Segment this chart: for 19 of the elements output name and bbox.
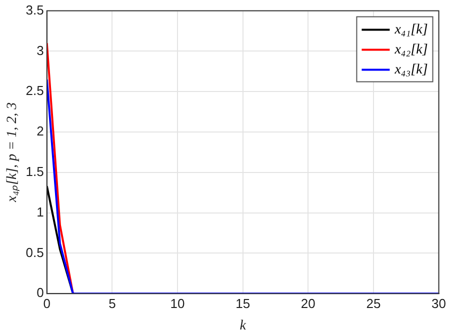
legend-label: x₄₁[k] xyxy=(394,22,428,38)
y-tick-label: 3 xyxy=(36,42,44,58)
x-tick-label: 5 xyxy=(108,296,116,311)
x-axis-title: k xyxy=(240,318,247,334)
legend-label: x₄₃[k] xyxy=(394,62,428,78)
legend-label: x₄₂[k] xyxy=(394,42,428,58)
y-tick-label: 2 xyxy=(36,124,44,139)
y-tick-label: 1.5 xyxy=(26,164,44,179)
x-tick-label: 15 xyxy=(236,296,250,311)
y-tick-label: 0.5 xyxy=(26,244,44,260)
y-tick-label: 0 xyxy=(36,285,44,300)
x-tick-label: 30 xyxy=(432,296,446,311)
y-tick-label: 2.5 xyxy=(26,83,44,98)
y-tick-label: 1 xyxy=(36,204,44,220)
y-axis-title: x₄ₚ[k], p = 1, 2, 3 xyxy=(5,102,20,204)
x-tick-label: 25 xyxy=(366,296,381,311)
x-tick-label: 20 xyxy=(300,296,316,311)
x-tick-label: 10 xyxy=(170,296,185,311)
y-tick-label: 3.5 xyxy=(26,2,44,18)
